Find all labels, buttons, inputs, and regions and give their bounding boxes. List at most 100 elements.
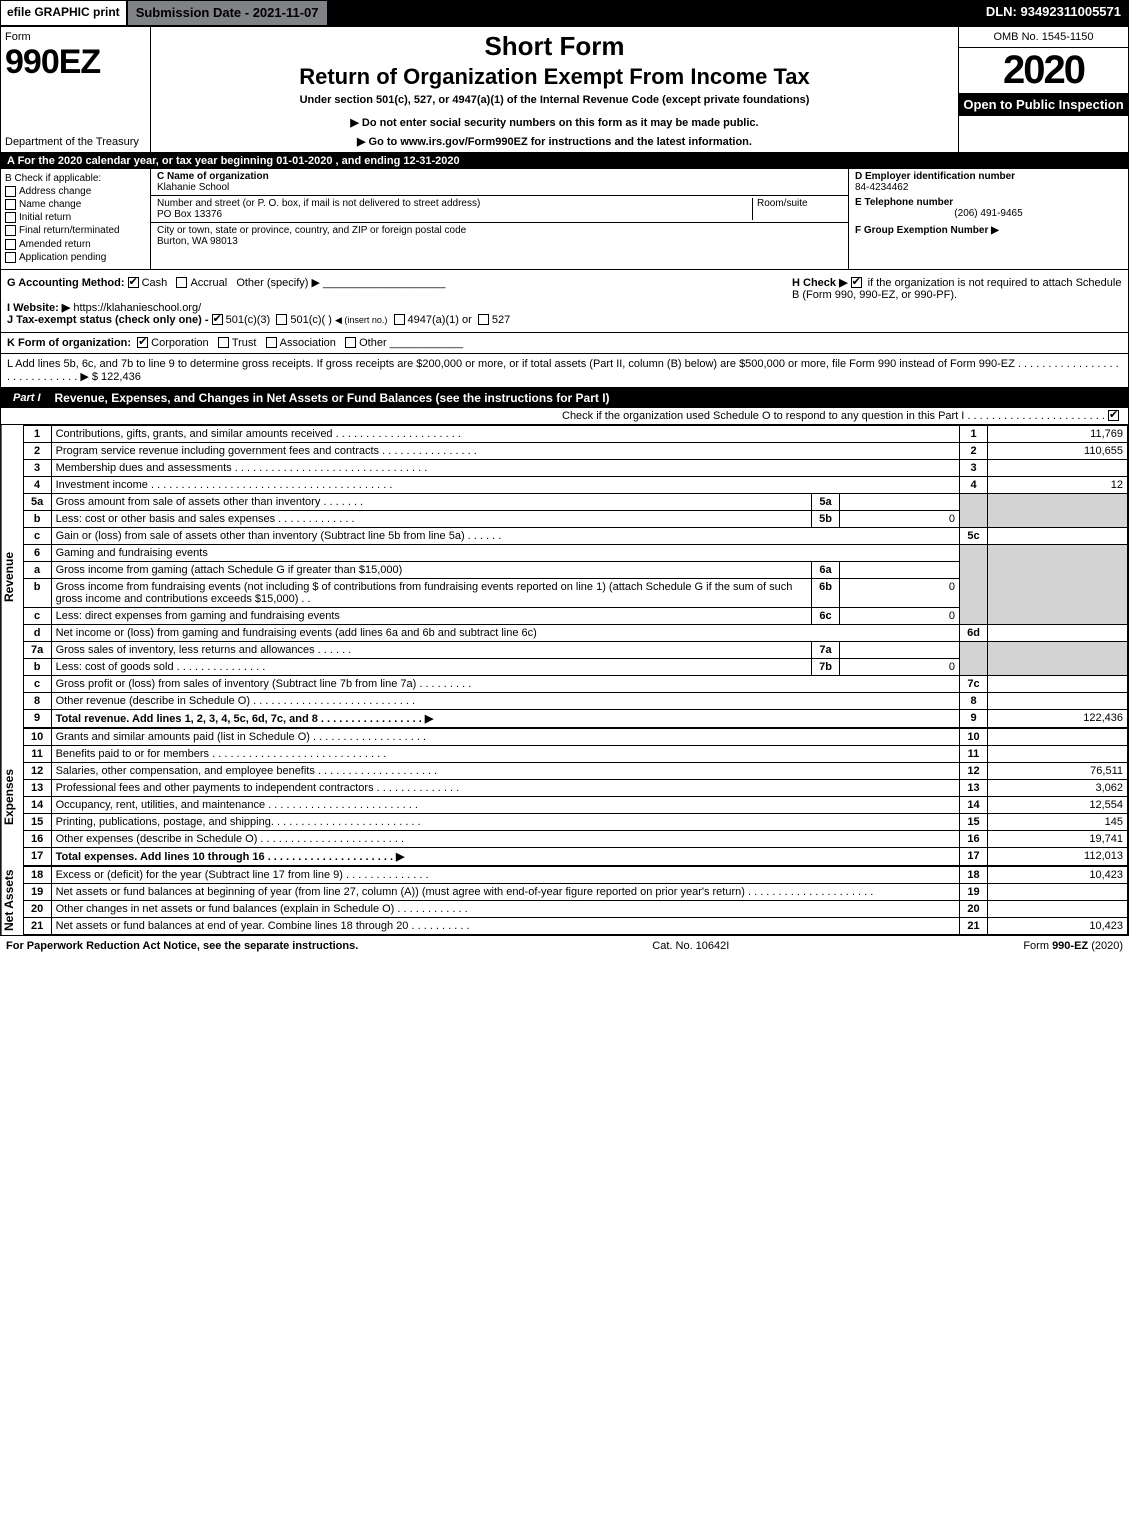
line-6b-value: 0 [840, 578, 960, 607]
row-k: K Form of organization: Corporation Trus… [1, 333, 1128, 354]
other-checkbox[interactable] [345, 337, 356, 348]
initial-return-checkbox[interactable]: Initial return [5, 212, 146, 223]
application-pending-checkbox[interactable]: Application pending [5, 252, 146, 263]
dln-label: DLN: 93492311005571 [978, 0, 1129, 26]
address-label: Number and street (or P. O. box, if mail… [157, 198, 752, 209]
j-label: J Tax-exempt status (check only one) - [7, 314, 209, 326]
line-6c-value: 0 [840, 607, 960, 624]
line-5c-value [988, 527, 1128, 544]
col-c-orginfo: C Name of organization Klahanie School N… [151, 169, 848, 269]
org-name-label: C Name of organization [157, 171, 842, 182]
under-section-text: Under section 501(c), 527, or 4947(a)(1)… [157, 94, 952, 106]
net-assets-side-label: Net Assets [1, 866, 23, 935]
part-i-label: Part I [7, 391, 47, 405]
col-b-checklist: B Check if applicable: Address change Na… [1, 169, 151, 269]
group-exemption-label: F Group Exemption Number ▶ [855, 225, 1122, 236]
line-5b-value: 0 [840, 510, 960, 527]
line-10-value [988, 728, 1128, 745]
trust-checkbox[interactable] [218, 337, 229, 348]
cash-checkbox[interactable] [128, 277, 139, 288]
line-8-value [988, 692, 1128, 709]
line-19-value [988, 883, 1128, 900]
ein-value: 84-4234462 [855, 182, 1122, 193]
short-form-title: Short Form [157, 31, 952, 62]
revenue-table: 1Contributions, gifts, grants, and simil… [23, 425, 1128, 728]
row-b-container: B Check if applicable: Address change Na… [1, 169, 1128, 270]
name-change-checkbox[interactable]: Name change [5, 199, 146, 210]
expenses-table: 10Grants and similar amounts paid (list … [23, 728, 1128, 866]
501c-checkbox[interactable] [276, 314, 287, 325]
do-not-enter-text: ▶ Do not enter social security numbers o… [157, 116, 952, 129]
treasury-dept: Department of the Treasury [5, 136, 146, 148]
org-name-value: Klahanie School [157, 182, 842, 193]
line-3-value [988, 459, 1128, 476]
amended-return-checkbox[interactable]: Amended return [5, 239, 146, 250]
line-9-value: 122,436 [988, 709, 1128, 727]
line-7b-value: 0 [840, 658, 960, 675]
website-link[interactable]: https://klahanieschool.org/ [73, 302, 201, 314]
accrual-checkbox[interactable] [176, 277, 187, 288]
footer-left: For Paperwork Reduction Act Notice, see … [6, 940, 358, 952]
schedule-o-checkbox[interactable] [1108, 410, 1119, 421]
form-number: 990EZ [5, 43, 146, 82]
top-bar: efile GRAPHIC print Submission Date - 20… [0, 0, 1129, 26]
submission-date-label: Submission Date - 2021-11-07 [127, 0, 328, 26]
footer-catalog: Cat. No. 10642I [652, 940, 729, 952]
501c3-checkbox[interactable] [212, 314, 223, 325]
row-g-h: G Accounting Method: Cash Accrual Other … [1, 270, 1128, 333]
527-checkbox[interactable] [478, 314, 489, 325]
revenue-section: Revenue 1Contributions, gifts, grants, a… [1, 425, 1128, 728]
h-checkbox[interactable] [851, 277, 862, 288]
corporation-checkbox[interactable] [137, 337, 148, 348]
line-6d-value [988, 624, 1128, 641]
address-value: PO Box 13376 [157, 209, 752, 220]
city-label: City or town, state or province, country… [157, 225, 842, 236]
revenue-side-label: Revenue [1, 425, 23, 728]
efile-graphic-print-button[interactable]: efile GRAPHIC print [0, 0, 127, 26]
line-6a-value [840, 561, 960, 578]
i-label: I Website: ▶ [7, 302, 70, 314]
line-13-value: 3,062 [988, 779, 1128, 796]
line-1-value: 11,769 [988, 425, 1128, 442]
h-label: H Check ▶ [792, 277, 848, 289]
telephone-value: (206) 491-9465 [855, 208, 1122, 219]
open-inspection: Open to Public Inspection [959, 93, 1128, 116]
row-l: L Add lines 5b, 6c, and 7b to line 9 to … [1, 354, 1128, 388]
part-i-sub: Check if the organization used Schedule … [1, 408, 1128, 425]
line-21-value: 10,423 [988, 917, 1128, 934]
expenses-side-label: Expenses [1, 728, 23, 866]
line-12-value: 76,511 [988, 762, 1128, 779]
telephone-label: E Telephone number [855, 197, 1122, 208]
line-4-value: 12 [988, 476, 1128, 493]
city-value: Burton, WA 98013 [157, 236, 842, 247]
ein-label: D Employer identification number [855, 171, 1122, 182]
footer-formref: Form 990-EZ (2020) [1023, 940, 1123, 952]
line-20-value [988, 900, 1128, 917]
tax-year: 2020 [959, 48, 1128, 93]
line-14-value: 12,554 [988, 796, 1128, 813]
part-i-header: Part I Revenue, Expenses, and Changes in… [1, 388, 1128, 408]
b-check-label: B Check if applicable: [5, 173, 146, 184]
line-5a-value [840, 493, 960, 510]
4947-checkbox[interactable] [394, 314, 405, 325]
line-16-value: 19,741 [988, 830, 1128, 847]
line-11-value [988, 745, 1128, 762]
net-assets-table: 18Excess or (deficit) for the year (Subt… [23, 866, 1128, 935]
line-15-value: 145 [988, 813, 1128, 830]
final-return-checkbox[interactable]: Final return/terminated [5, 225, 146, 236]
line-7c-value [988, 675, 1128, 692]
form-container: Form 990EZ Department of the Treasury Sh… [0, 26, 1129, 936]
line-2-value: 110,655 [988, 442, 1128, 459]
association-checkbox[interactable] [266, 337, 277, 348]
room-suite-label: Room/suite [752, 198, 842, 220]
address-change-checkbox[interactable]: Address change [5, 186, 146, 197]
return-title: Return of Organization Exempt From Incom… [157, 64, 952, 90]
footer: For Paperwork Reduction Act Notice, see … [0, 936, 1129, 956]
form-header: Form 990EZ Department of the Treasury Sh… [1, 27, 1128, 153]
line-17-value: 112,013 [988, 847, 1128, 865]
form-word: Form [5, 31, 146, 43]
net-assets-section: Net Assets 18Excess or (deficit) for the… [1, 866, 1128, 935]
col-d-ein-tel: D Employer identification number 84-4234… [848, 169, 1128, 269]
omb-number: OMB No. 1545-1150 [959, 27, 1128, 48]
row-a-tax-year: A For the 2020 calendar year, or tax yea… [1, 153, 1128, 169]
